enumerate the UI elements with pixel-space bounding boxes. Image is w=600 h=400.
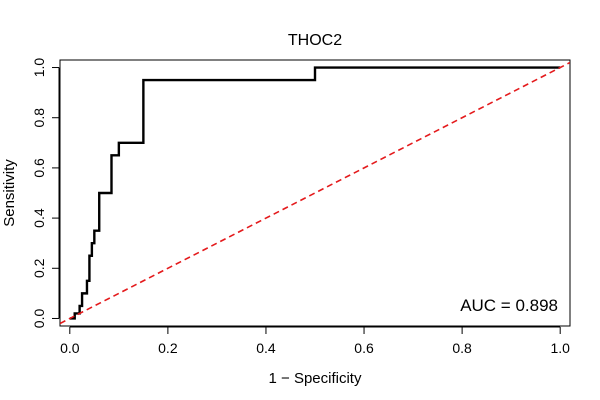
x-tick-label: 0.6 bbox=[354, 340, 374, 356]
axes: 0.0 0.2 0.4 0.6 0.8 1.0 0.0 0.2 0.4 0.6 0.8 1.0 bbox=[31, 58, 570, 356]
y-tick-label: 0.0 bbox=[31, 309, 47, 329]
y-tick-label: 0.4 bbox=[31, 208, 47, 228]
plot-area bbox=[60, 61, 570, 325]
y-axis-label: Sensitivity bbox=[1, 159, 18, 227]
reference-diagonal-line bbox=[60, 61, 570, 325]
x-tick-label: 0.2 bbox=[158, 340, 178, 356]
x-tick-label: 1.0 bbox=[550, 340, 570, 356]
y-tick-label: 0.2 bbox=[31, 258, 47, 278]
x-tick-label: 0.4 bbox=[256, 340, 276, 356]
roc-curve-line bbox=[69, 66, 561, 320]
y-tick-label: 0.6 bbox=[31, 158, 47, 178]
y-tick-label: 0.8 bbox=[31, 108, 47, 128]
y-tick-label: 1.0 bbox=[31, 58, 47, 78]
x-tick-label: 0.8 bbox=[452, 340, 472, 356]
x-axis-label: 1 − Specificity bbox=[269, 370, 362, 387]
chart-title: THOC2 bbox=[288, 32, 342, 49]
plot-frame bbox=[59, 59, 571, 327]
auc-annotation: AUC = 0.898 bbox=[460, 296, 558, 315]
x-tick-label: 0.0 bbox=[60, 340, 80, 356]
